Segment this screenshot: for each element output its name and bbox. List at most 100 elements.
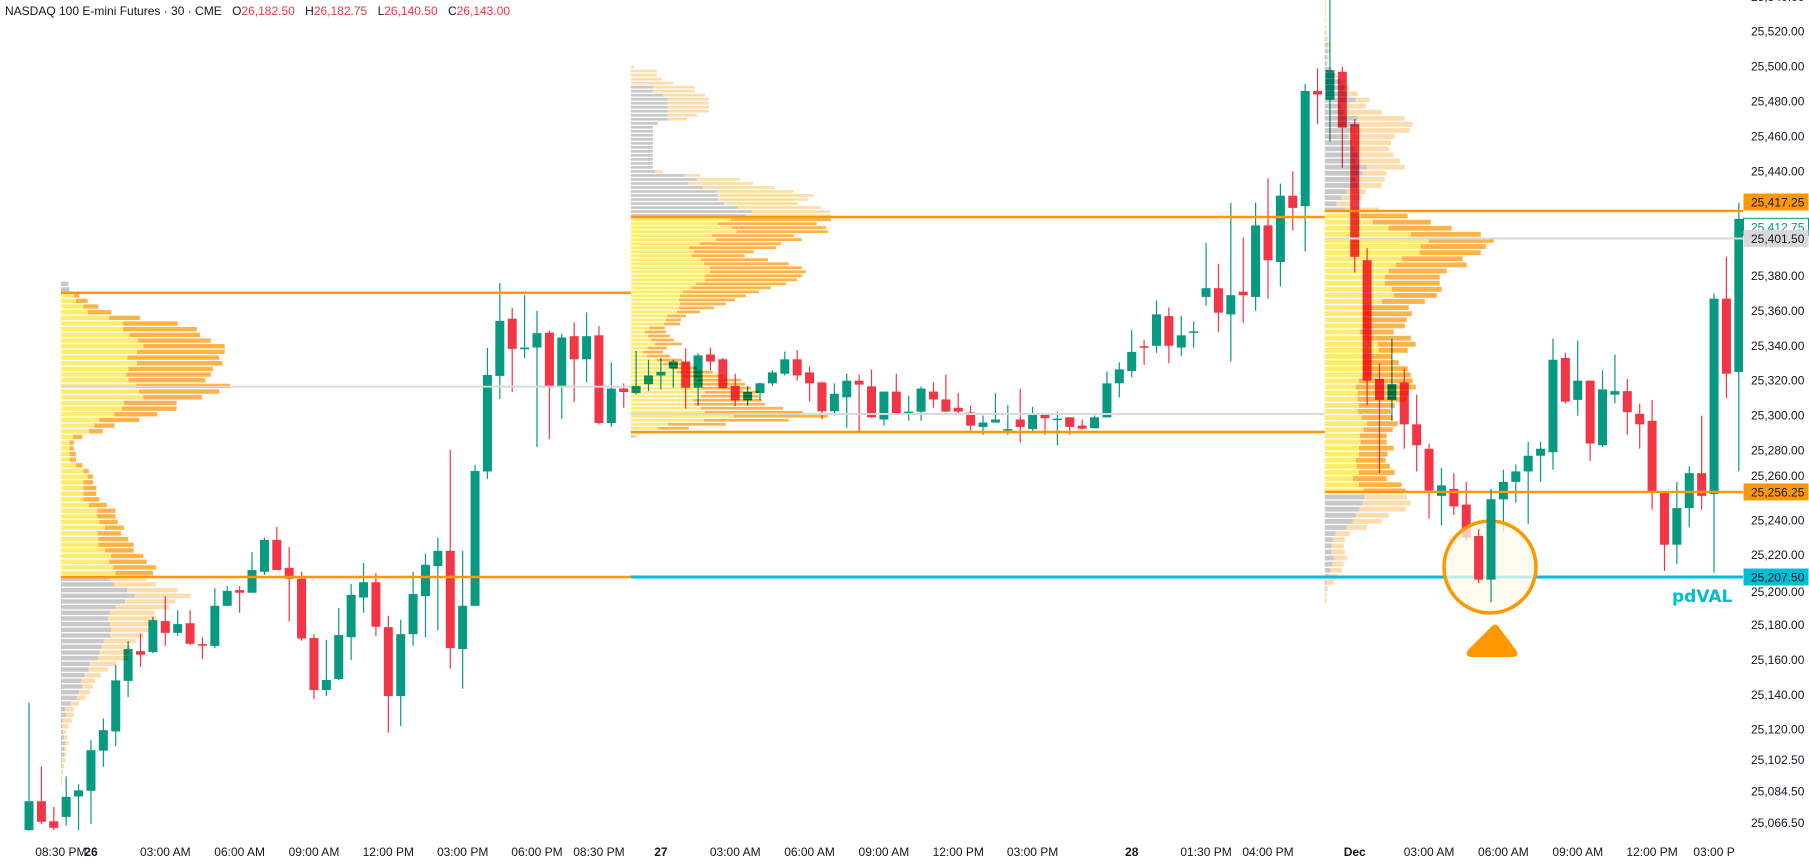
profile-row-down-volume	[1362, 170, 1387, 176]
profile-row-up-volume	[60, 293, 74, 298]
candle-body	[867, 386, 877, 418]
candle-body	[1151, 314, 1161, 346]
profile-row-up-volume	[60, 287, 70, 292]
profile-row-down-volume	[644, 330, 666, 334]
candle-body	[1325, 70, 1335, 100]
profile-row-down-volume	[99, 417, 140, 423]
symbol-title[interactable]: NASDAQ 100 E-mini Futures · 30 · CME	[5, 4, 222, 18]
profile-row-up-volume	[630, 374, 683, 378]
profile-row-up-volume	[630, 434, 634, 438]
price-axis[interactable]: 25,540.00 25,520.00 25,500.00 25,480.00 25,4…	[1751, 0, 1805, 830]
candle	[1635, 403, 1645, 449]
profile-row-down-volume	[1340, 79, 1346, 85]
candle-body	[259, 539, 269, 572]
time-tick-label: 01:30 PM	[1180, 845, 1231, 859]
profile-row-down-volume	[657, 426, 689, 430]
candle-body	[1275, 195, 1285, 263]
profile-row-down-volume	[98, 655, 129, 661]
profile-row-down-volume	[83, 480, 94, 485]
profile-row-down-volume	[1325, 36, 1328, 42]
candle-body	[507, 318, 517, 349]
profile-row-up-volume	[1324, 378, 1359, 384]
profile-row-up-volume	[60, 525, 105, 530]
profile-row-down-volume	[94, 423, 115, 428]
candle-body	[941, 399, 951, 412]
price-tag-label: 25,207.50	[1751, 571, 1805, 585]
profile-row-down-volume	[65, 741, 69, 746]
profile-row-up-volume	[1324, 500, 1363, 506]
profile-row-down-volume	[62, 758, 66, 763]
profile-row-down-volume	[1357, 396, 1407, 402]
time-tick-label: 03:00 PM	[1007, 845, 1058, 859]
candle-body	[928, 391, 938, 400]
candle	[916, 386, 926, 421]
profile-row-down-volume	[687, 182, 753, 185]
profile-row-down-volume	[81, 678, 96, 684]
candle	[507, 307, 517, 393]
profile-row-down-volume	[1358, 445, 1394, 451]
profile-row-up-volume	[60, 298, 76, 304]
profile-row-down-volume	[1358, 451, 1388, 457]
profile-row-down-volume	[1355, 158, 1400, 164]
profile-row-up-volume	[1324, 457, 1356, 463]
profile-row-up-volume	[60, 344, 144, 349]
profile-row-down-volume	[110, 610, 156, 615]
profile-row-down-volume	[1334, 73, 1337, 78]
candle	[1684, 466, 1694, 528]
profile-row-down-volume	[98, 542, 134, 547]
ohlc-high-value: 26,182.75	[313, 4, 368, 18]
profile-row-up-volume	[1324, 36, 1326, 42]
profile-row-down-volume	[1359, 506, 1406, 512]
profile-row-up-volume	[630, 270, 710, 274]
price-tick-label: 25,160.00	[1751, 653, 1805, 667]
profile-row-up-volume	[60, 508, 98, 513]
candle	[1114, 362, 1124, 398]
profile-row-down-volume	[648, 326, 665, 330]
profile-row-up-volume	[60, 604, 116, 610]
ohlc-open-value: 26,182.50	[241, 4, 295, 18]
profile-row-down-volume	[679, 302, 726, 306]
profile-row-up-volume	[1324, 354, 1363, 359]
plot-area[interactable]: pdVAL	[24, 0, 1744, 831]
profile-row-up-volume	[60, 468, 84, 474]
profile-row-down-volume	[1341, 195, 1362, 201]
profile-row-up-volume	[60, 412, 115, 417]
profile-row-up-volume	[60, 485, 84, 491]
profile-row-down-volume	[88, 667, 109, 672]
profile-row-up-volume	[60, 752, 65, 757]
profile-row-up-volume	[1324, 293, 1394, 298]
time-tick-label: 03:00 P	[1693, 845, 1734, 859]
candle	[606, 362, 616, 427]
profile-row-up-volume	[60, 763, 63, 769]
profile-row-up-volume	[60, 655, 99, 661]
profile-row-down-volume	[104, 548, 134, 553]
profile-row-down-volume	[1358, 482, 1402, 488]
candle	[1697, 415, 1707, 510]
price-tick-label: 25,280.00	[1751, 443, 1805, 457]
profile-row-down-volume	[60, 780, 63, 786]
profile-row-down-volume	[1353, 146, 1389, 152]
profile-row-up-volume	[1324, 79, 1341, 85]
profile-row-up-volume	[630, 354, 647, 358]
profile-row-up-volume	[630, 166, 653, 169]
price-tick-label: 25,180.00	[1751, 618, 1805, 632]
profile-row-up-volume	[630, 145, 653, 149]
profile-row-down-volume	[693, 402, 765, 406]
profile-row-down-volume	[108, 616, 157, 621]
profile-row-down-volume	[676, 310, 700, 314]
candle-body	[953, 407, 963, 412]
profile-row-down-volume	[696, 178, 740, 181]
candle	[396, 619, 406, 727]
profile-row-down-volume	[87, 474, 94, 479]
profile-row-down-volume	[1336, 201, 1352, 207]
candle	[1449, 473, 1459, 516]
profile-row-down-volume	[667, 105, 709, 109]
profile-row-down-volume	[1384, 280, 1440, 286]
profile-row-up-volume	[1324, 54, 1327, 60]
profile-row-down-volume	[121, 406, 177, 411]
profile-row-up-volume	[1324, 396, 1358, 402]
profile-row-down-volume	[1357, 409, 1391, 414]
candle-body	[482, 375, 492, 472]
